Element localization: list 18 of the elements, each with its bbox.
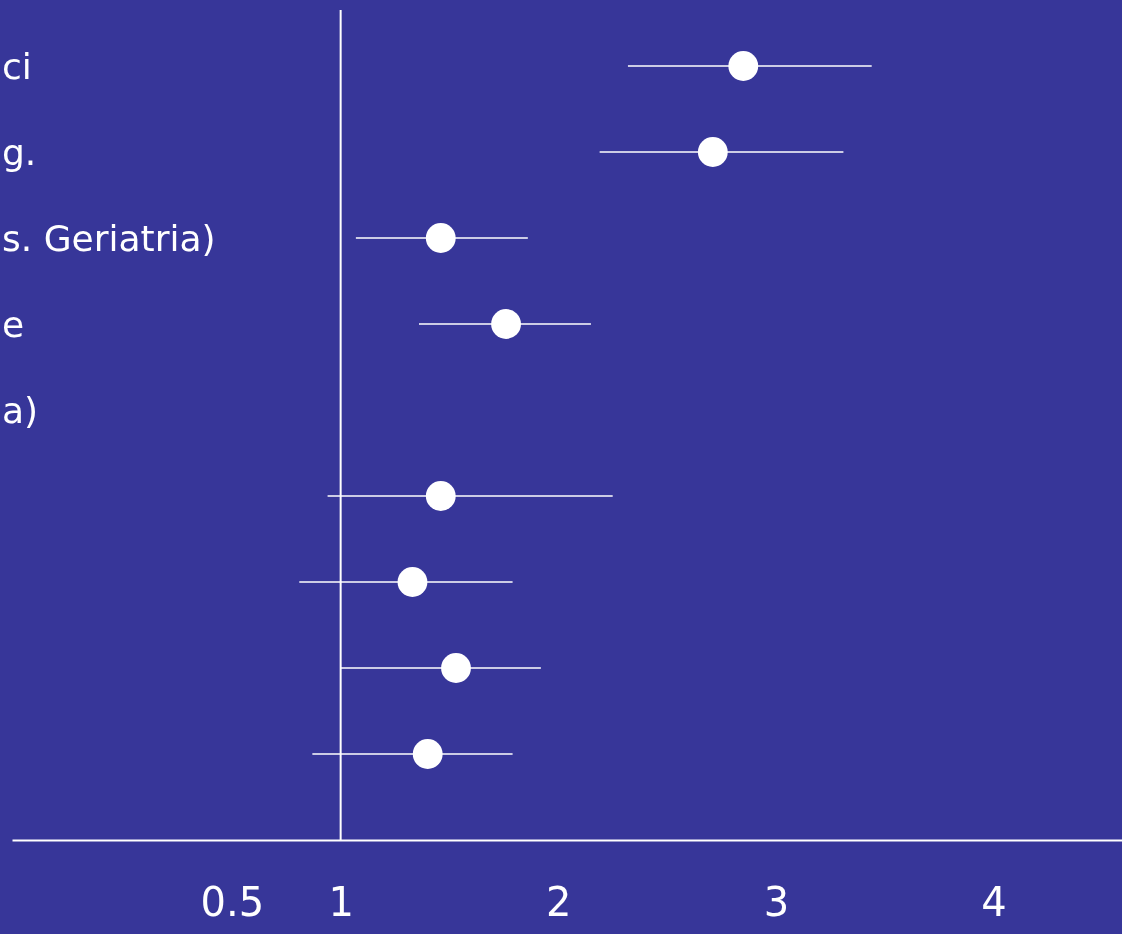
y-tick-label: g. (2, 131, 37, 173)
x-tick-label: 2 (546, 879, 572, 926)
point (728, 51, 759, 81)
y-tick-label: e (2, 303, 25, 345)
x-tick-label: 3 (763, 879, 790, 926)
y-tick-label: a) (2, 389, 39, 431)
point (412, 739, 443, 769)
point (441, 653, 471, 683)
y-tick-label: ci (2, 45, 32, 87)
point (425, 223, 456, 253)
x-tick-label: 0.5 (200, 879, 265, 926)
x-tick-label: 4 (981, 879, 1007, 926)
y-tick-label: s. Geriatria) (2, 217, 216, 259)
point (425, 481, 456, 511)
point (491, 309, 521, 339)
x-tick-label: 1 (328, 879, 354, 926)
point (697, 137, 728, 167)
point (397, 567, 428, 597)
